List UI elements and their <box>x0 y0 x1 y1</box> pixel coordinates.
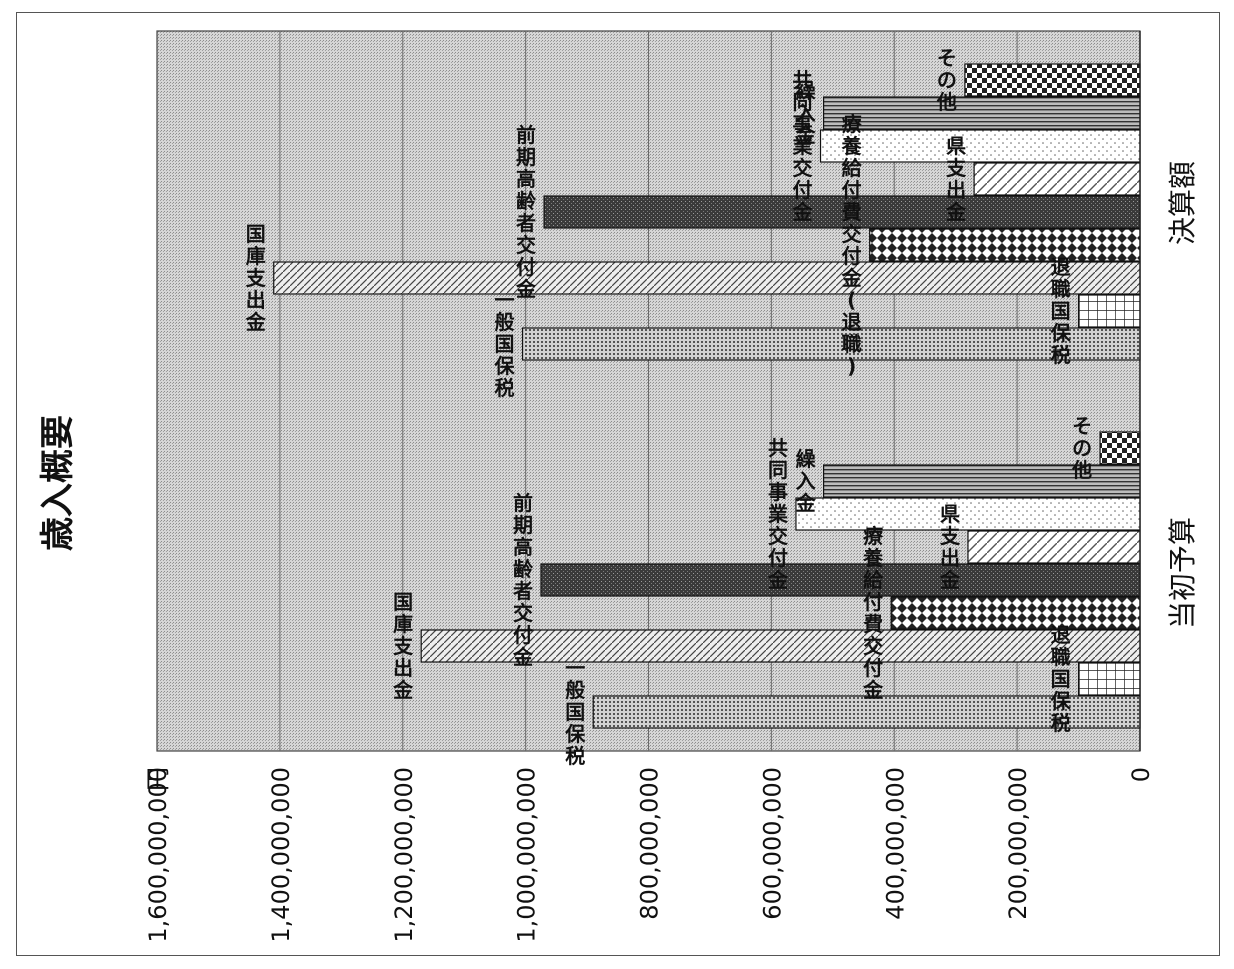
tick-label: 1,600,000,000 <box>144 767 172 943</box>
bar <box>540 563 1141 597</box>
bar-label: 療養給付費交付金 <box>862 524 884 702</box>
bar <box>543 195 1141 229</box>
bar-label: 前期高齢者交付金 <box>512 491 534 669</box>
bar-label: 県支出金 <box>939 502 961 592</box>
bar <box>822 96 1141 130</box>
bar-label: 療養給付費交付金(退職) <box>841 112 863 378</box>
bar-label: その他 <box>936 46 957 114</box>
bar-label: 繰入金 <box>795 79 817 147</box>
bar <box>822 464 1141 498</box>
bar <box>967 530 1141 564</box>
bar-label: 繰入金 <box>795 447 817 515</box>
tick-label: 1,200,000,000 <box>390 767 418 943</box>
tick-label: 400,000,000 <box>881 767 909 920</box>
bar <box>795 497 1141 531</box>
unit-label: 円 <box>144 767 172 791</box>
bar-label: 退職国保税 <box>1050 623 1072 735</box>
bar <box>964 63 1141 97</box>
bar <box>1099 431 1141 465</box>
bar <box>521 327 1141 361</box>
chart-svg: 一般国保税退職国保税国庫支出金療養給付費交付金前期高齢者交付金県支出金共同事業交… <box>38 30 1199 943</box>
tick-label: 1,400,000,000 <box>267 767 295 943</box>
tick-label: 200,000,000 <box>1004 767 1032 920</box>
bar <box>420 629 1141 663</box>
bar-label: 一般国保税 <box>494 288 516 400</box>
bar-label: 国庫支出金 <box>392 590 414 702</box>
chart-title: 歳入概要 <box>38 415 78 551</box>
bar <box>1077 662 1141 696</box>
tick-label: 1,000,000,000 <box>513 767 541 943</box>
bar-labels: 一般国保税退職国保税国庫支出金療養給付費交付金前期高齢者交付金県支出金共同事業交… <box>245 46 1092 768</box>
bar <box>592 695 1141 729</box>
bar <box>869 228 1141 262</box>
group-label: 当初予算 <box>1166 517 1199 629</box>
bar-label: その他 <box>1071 414 1092 482</box>
bar-label: 退職国保税 <box>1050 255 1072 367</box>
bar-label: 一般国保税 <box>564 656 586 768</box>
bar-label: 共同事業交付金 <box>767 436 789 592</box>
bar <box>273 261 1141 295</box>
tick-label: 600,000,000 <box>758 767 786 920</box>
bars <box>273 63 1141 729</box>
chart-frame: 一般国保税 退職国保税 国庫支出金 療養給付費交付金 前期高齢者交付金 県支出金 共同事業交… <box>16 12 1220 956</box>
bar <box>973 162 1141 196</box>
bar-label: 県支出金 <box>945 134 967 224</box>
bar <box>1077 294 1141 328</box>
bar-label: 国庫支出金 <box>245 222 267 334</box>
group-label: 決算額 <box>1166 161 1199 245</box>
bar <box>890 596 1141 630</box>
value-axis: 0 200,000,000 400,000,000 600,000,000 800,00… <box>144 31 1199 943</box>
bar-label: 前期高齢者交付金 <box>515 123 537 301</box>
tick-label: 0 <box>1127 767 1155 782</box>
bar <box>819 129 1141 163</box>
tick-label: 800,000,000 <box>636 767 664 920</box>
bar-label: 共同事業交付金 <box>792 68 814 224</box>
